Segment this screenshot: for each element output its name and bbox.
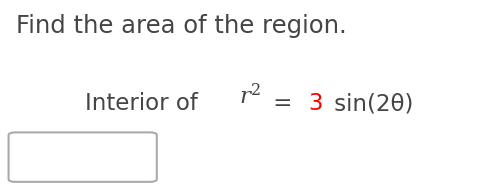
Text: sin(2θ): sin(2θ) [326, 92, 413, 116]
Text: =: = [265, 92, 299, 116]
Text: Interior of: Interior of [85, 92, 205, 116]
Text: 3: 3 [308, 92, 323, 116]
FancyBboxPatch shape [9, 132, 156, 182]
Text: Find the area of the region.: Find the area of the region. [16, 14, 346, 38]
Text: $r^2$: $r^2$ [239, 84, 261, 109]
